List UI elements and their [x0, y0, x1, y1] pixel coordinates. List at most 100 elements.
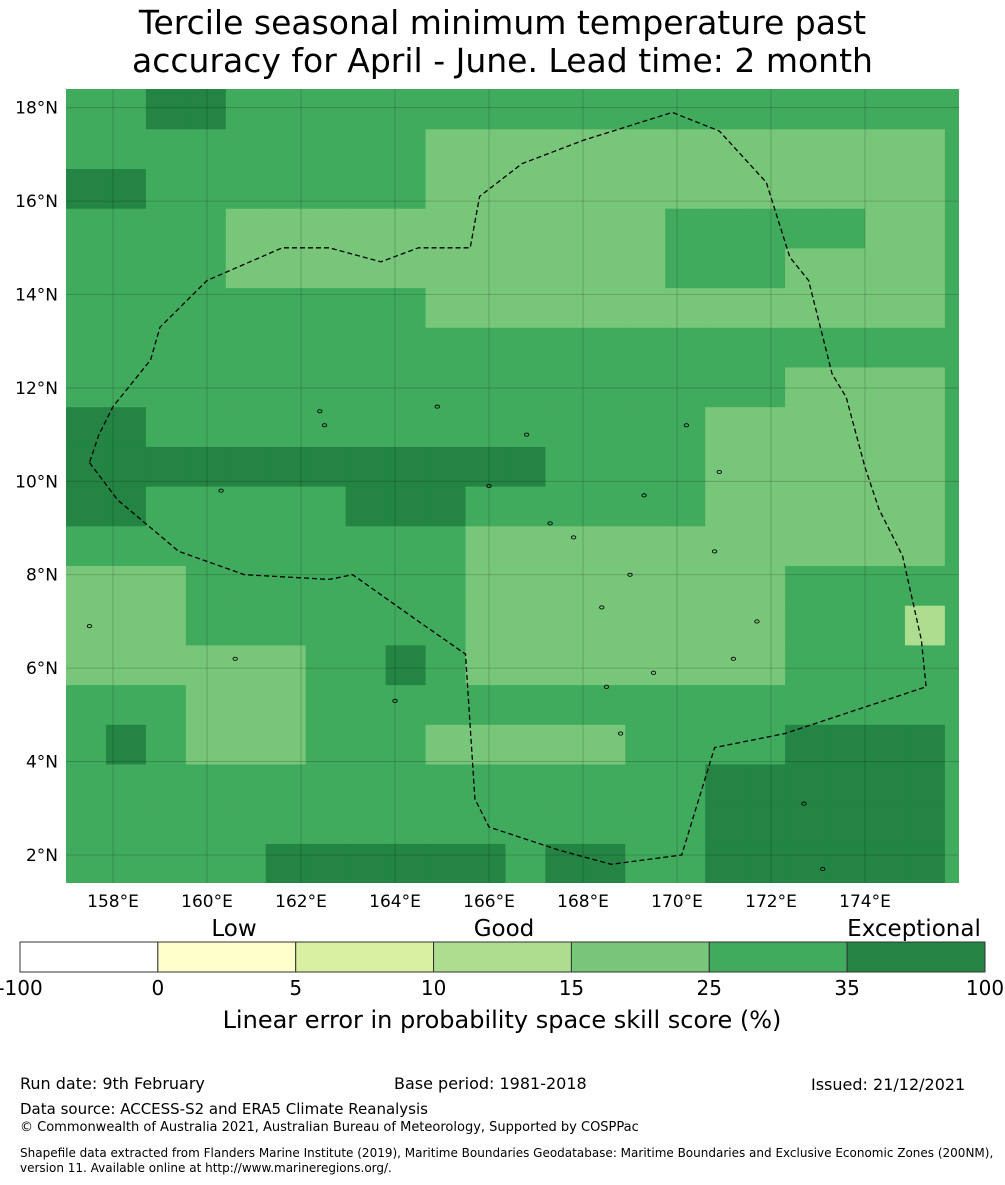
- skill-cell: [625, 366, 666, 408]
- skill-cell: [185, 565, 227, 606]
- skill-cell: [944, 208, 959, 249]
- skill-cell: [425, 684, 467, 725]
- skill-cell: [545, 565, 586, 606]
- skill-cell: [665, 605, 706, 646]
- skill-cell: [265, 128, 307, 169]
- colorbar-swatch: [708, 941, 848, 973]
- copyright-notice: © Commonwealth of Australia 2021, Austra…: [20, 1120, 639, 1135]
- eez-boundary-line: [88, 111, 927, 865]
- skill-cell: [545, 89, 586, 130]
- skill-cell: [225, 763, 267, 805]
- skill-cell: [665, 486, 706, 527]
- longitude-tick-label: 164°E: [369, 892, 421, 912]
- skill-cell: [465, 605, 507, 646]
- skill-cell: [785, 684, 826, 725]
- skill-cell: [904, 525, 946, 566]
- latitude-axis: 2°N 4°N 6°N 8°N 10°N 12°N 14°N 16°N 18°N: [15, 99, 58, 866]
- skill-cell: [705, 287, 746, 328]
- skill-cell: [825, 366, 866, 408]
- skill-cell: [225, 247, 267, 289]
- skill-cell: [745, 366, 786, 408]
- skill-cell: [305, 843, 347, 883]
- skill-cell: [785, 446, 826, 487]
- skill-cell: [825, 168, 866, 209]
- skill-cell: [345, 89, 387, 130]
- skill-cell: [385, 287, 427, 328]
- skill-cell: [265, 446, 307, 487]
- skill-cell: [225, 168, 267, 209]
- skill-cell: [904, 366, 946, 408]
- skill-cell: [545, 208, 586, 249]
- skill-cell: [705, 565, 746, 606]
- skill-cell: [145, 605, 187, 646]
- skill-cell: [625, 406, 666, 447]
- skill-cell: [465, 843, 507, 883]
- skill-cell: [505, 168, 546, 209]
- skill-cell: [66, 168, 107, 209]
- skill-cell: [185, 327, 227, 368]
- skill-cell: [904, 803, 946, 844]
- skill-cell: [904, 684, 946, 725]
- latitude-tick-label: 14°N: [15, 286, 58, 306]
- skill-cell: [225, 406, 267, 447]
- skill-cell: [66, 565, 107, 606]
- skill-cell: [625, 565, 666, 606]
- skill-cell: [545, 406, 586, 447]
- skill-cell: [505, 327, 546, 368]
- skill-cell: [345, 366, 387, 408]
- skill-cell: [225, 486, 267, 527]
- skill-cell: [305, 763, 347, 805]
- skill-cell: [145, 763, 187, 805]
- skill-cell: [865, 763, 906, 805]
- skill-cell: [145, 644, 187, 686]
- skill-cell: [345, 287, 387, 328]
- skill-cell: [505, 684, 546, 725]
- skill-cell: [944, 287, 959, 328]
- skill-cell: [745, 287, 786, 328]
- skill-cell: [944, 128, 959, 169]
- skill-cell: [625, 724, 666, 765]
- longitude-tick-label: 162°E: [275, 892, 327, 912]
- skill-cell: [505, 446, 546, 487]
- skill-cell: [665, 128, 706, 169]
- skill-cell: [545, 446, 586, 487]
- skill-cell: [745, 208, 786, 249]
- skill-cell: [545, 724, 586, 765]
- skill-cell: [385, 89, 427, 130]
- skill-cell: [105, 843, 147, 883]
- skill-cell: [105, 605, 147, 646]
- skill-cell: [185, 644, 227, 686]
- skill-cell: [825, 565, 866, 606]
- colorbar-swatch: [846, 941, 986, 973]
- skill-cell: [785, 366, 826, 408]
- skill-cell: [665, 366, 706, 408]
- skill-cell: [745, 486, 786, 527]
- skill-cell: [545, 684, 586, 725]
- skill-cell: [465, 803, 507, 844]
- skill-cell: [185, 168, 227, 209]
- colorbar-bound-label: 0: [151, 976, 164, 1000]
- skill-cell: [785, 89, 826, 130]
- skill-cell: [745, 763, 786, 805]
- skill-cell: [225, 843, 267, 883]
- skill-cell: [265, 763, 307, 805]
- longitude-tick-label: 174°E: [839, 892, 891, 912]
- skill-cell: [465, 446, 507, 487]
- skill-cell: [665, 287, 706, 328]
- colorbar-bound-label: 25: [697, 976, 722, 1000]
- skill-cell: [944, 247, 959, 289]
- skill-cell: [825, 763, 866, 805]
- skill-cell: [66, 843, 107, 883]
- island-outline: [820, 866, 826, 872]
- island-outline: [711, 549, 718, 554]
- skill-cell: [425, 763, 467, 805]
- skill-cell: [665, 763, 706, 805]
- skill-cell: [944, 644, 959, 686]
- island-outline: [650, 670, 657, 675]
- skill-cell: [465, 486, 507, 527]
- skill-cell: [465, 763, 507, 805]
- skill-cell: [385, 525, 427, 566]
- skill-cell: [825, 525, 866, 566]
- skill-cell: [944, 684, 959, 725]
- skill-cell: [825, 89, 866, 130]
